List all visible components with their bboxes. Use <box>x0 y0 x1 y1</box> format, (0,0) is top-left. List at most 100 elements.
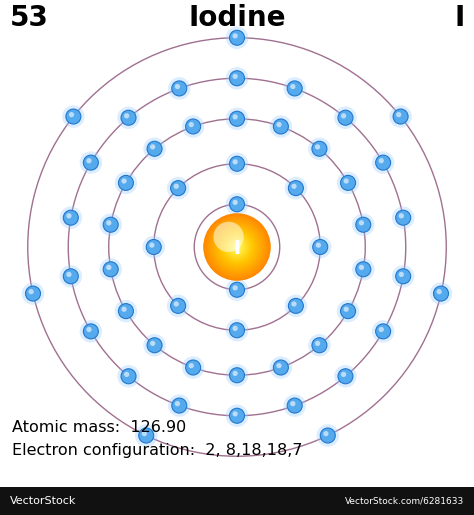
Circle shape <box>338 369 353 384</box>
Circle shape <box>26 286 40 301</box>
Circle shape <box>139 428 154 443</box>
Circle shape <box>212 221 262 272</box>
Circle shape <box>288 181 303 196</box>
Circle shape <box>62 105 85 128</box>
Circle shape <box>270 115 292 138</box>
Circle shape <box>233 285 238 290</box>
Circle shape <box>219 230 255 264</box>
Circle shape <box>106 220 111 226</box>
Circle shape <box>167 177 190 199</box>
Circle shape <box>150 341 155 346</box>
Circle shape <box>316 243 321 248</box>
Circle shape <box>171 181 186 196</box>
Circle shape <box>167 295 190 317</box>
Circle shape <box>217 227 257 267</box>
Circle shape <box>235 245 239 249</box>
Circle shape <box>124 372 129 377</box>
Circle shape <box>396 112 401 117</box>
Circle shape <box>173 301 179 306</box>
Circle shape <box>60 265 82 287</box>
Circle shape <box>225 235 249 259</box>
Circle shape <box>379 327 384 332</box>
Circle shape <box>221 231 253 263</box>
Circle shape <box>334 365 357 387</box>
Circle shape <box>352 258 374 281</box>
Circle shape <box>173 184 179 189</box>
Circle shape <box>229 368 245 383</box>
Circle shape <box>359 220 364 226</box>
Circle shape <box>379 158 384 163</box>
Circle shape <box>229 71 245 86</box>
Circle shape <box>224 233 250 261</box>
Circle shape <box>230 239 244 254</box>
Circle shape <box>210 219 264 274</box>
Circle shape <box>213 223 261 271</box>
Circle shape <box>344 178 349 184</box>
Circle shape <box>359 265 364 270</box>
Circle shape <box>215 225 259 269</box>
Circle shape <box>227 237 247 257</box>
Circle shape <box>203 213 271 281</box>
Circle shape <box>233 411 238 417</box>
Circle shape <box>226 279 248 301</box>
Circle shape <box>223 233 251 261</box>
Circle shape <box>284 177 307 199</box>
Circle shape <box>229 323 245 338</box>
Circle shape <box>229 30 245 45</box>
Circle shape <box>118 304 134 319</box>
Circle shape <box>217 227 257 267</box>
Circle shape <box>399 213 404 218</box>
Circle shape <box>103 262 118 277</box>
Circle shape <box>172 81 187 96</box>
Circle shape <box>313 239 328 254</box>
Circle shape <box>121 178 127 184</box>
Circle shape <box>287 398 302 413</box>
Circle shape <box>320 428 335 443</box>
Text: VectorStock.com/6281633: VectorStock.com/6281633 <box>345 496 464 506</box>
Circle shape <box>356 262 371 277</box>
Circle shape <box>205 215 269 279</box>
Circle shape <box>276 122 282 127</box>
Circle shape <box>375 324 391 339</box>
Circle shape <box>171 298 186 313</box>
Circle shape <box>213 221 244 252</box>
Circle shape <box>66 213 72 218</box>
Circle shape <box>121 110 136 125</box>
Circle shape <box>219 229 255 265</box>
Circle shape <box>189 122 194 127</box>
Circle shape <box>209 219 265 275</box>
Circle shape <box>290 84 295 89</box>
Circle shape <box>392 207 414 229</box>
Circle shape <box>308 138 331 160</box>
Circle shape <box>117 107 140 129</box>
Circle shape <box>64 269 78 284</box>
Circle shape <box>86 158 91 163</box>
Circle shape <box>233 243 241 251</box>
Circle shape <box>232 242 242 252</box>
Circle shape <box>224 234 250 260</box>
Circle shape <box>233 33 238 39</box>
Circle shape <box>287 81 302 96</box>
Circle shape <box>273 360 288 375</box>
Circle shape <box>207 217 267 277</box>
Circle shape <box>372 320 394 342</box>
Circle shape <box>375 155 391 170</box>
Circle shape <box>147 141 162 156</box>
Circle shape <box>284 295 307 317</box>
Circle shape <box>340 176 356 191</box>
Circle shape <box>235 245 239 249</box>
Circle shape <box>143 334 166 356</box>
Circle shape <box>233 114 238 119</box>
Circle shape <box>233 371 238 376</box>
Circle shape <box>312 338 327 353</box>
Circle shape <box>115 300 137 322</box>
Circle shape <box>22 282 44 305</box>
Circle shape <box>208 218 266 276</box>
Circle shape <box>182 115 204 138</box>
Circle shape <box>211 221 263 273</box>
Circle shape <box>168 394 191 417</box>
Circle shape <box>225 235 249 260</box>
Circle shape <box>230 241 244 254</box>
Circle shape <box>226 193 248 215</box>
Circle shape <box>399 272 404 277</box>
